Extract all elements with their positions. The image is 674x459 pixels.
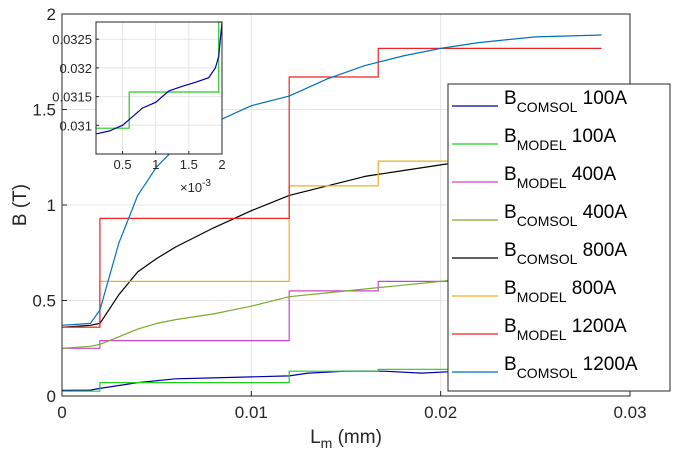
legend-entry-main: B	[504, 126, 517, 147]
legend-entry-tail: 1200A	[577, 354, 638, 375]
legend-entry-tail: 400A	[566, 164, 616, 185]
x-tick-label: 0.01	[235, 403, 268, 422]
x-axis-label-unit: (mm)	[332, 427, 382, 448]
inset-plot-area	[96, 22, 222, 154]
inset-frame	[95, 21, 223, 155]
legend-entry: BMODEL 800A	[504, 278, 616, 305]
legend-entry: BCOMSOL 100A	[504, 88, 627, 115]
legend-entry-tail: 400A	[577, 202, 627, 223]
legend-entry-tail: 100A	[577, 88, 627, 109]
legend-entry-tail: 800A	[577, 240, 627, 261]
legend-entry-main: B	[504, 88, 517, 109]
legend-entry-main: B	[504, 164, 517, 185]
inset-x-exponent: ×10-3	[180, 178, 211, 195]
legend-entry: BMODEL 1200A	[504, 316, 627, 343]
legend-entry: BCOMSOL 400A	[504, 202, 627, 229]
y-tick-label: 0	[47, 387, 56, 406]
y-axis-label: B (T)	[10, 184, 31, 226]
legend-entry-sub: COMSOL	[517, 99, 578, 115]
legend-entry-main: B	[504, 202, 517, 223]
y-tick-label: 0.5	[32, 292, 56, 311]
inset-x-exponent-base: ×10	[180, 180, 202, 195]
legend-entry-tail: 800A	[566, 278, 616, 299]
legend-entry: BCOMSOL 1200A	[504, 354, 638, 381]
inset-x-tick-label: 2	[218, 157, 225, 172]
inset-y-tick-label: 0.032	[59, 61, 92, 76]
inset-axes: 0.5 1 1.5 2 0.031 0.0315 0.032 0.0325 ×10-3	[52, 21, 226, 195]
legend-entry-main: B	[504, 316, 517, 337]
inset-x-tick-label: 0.5	[113, 157, 131, 172]
legend-entry-sub: COMSOL	[517, 365, 578, 381]
legend-entry-sub: MODEL	[517, 327, 567, 343]
legend-entry-main: B	[504, 278, 517, 299]
x-axis-label-main: L	[310, 427, 321, 448]
x-tick-label: 0.02	[424, 403, 457, 422]
x-tick-label: 0	[57, 403, 66, 422]
y-tick-label: 2	[47, 5, 56, 24]
legend-entry: BMODEL 100A	[504, 126, 616, 153]
inset-x-tick-label: 1	[152, 157, 159, 172]
legend-entry-main: B	[504, 354, 517, 375]
legend-entry-sub: MODEL	[517, 137, 567, 153]
inset-y-tick-label: 0.0315	[52, 90, 92, 105]
series-line-model-100a	[62, 368, 602, 392]
legend-entry-sub: MODEL	[517, 289, 567, 305]
legend-entry-tail: 1200A	[566, 316, 627, 337]
main-series	[61, 34, 602, 392]
legend-box	[447, 83, 671, 392]
legend-entry-tail: 100A	[566, 126, 616, 147]
main-ticks: 0 0.01 0.02 0.03 0 0.5 1 1.5 2	[32, 5, 646, 422]
legend-entry: BMODEL 400A	[504, 164, 616, 191]
inset-y-tick-label: 0.031	[59, 118, 92, 133]
inset-x-tick-label: 1.5	[180, 157, 198, 172]
x-tick-label: 0.03	[613, 403, 646, 422]
x-axis-label: Lm (mm)	[310, 427, 382, 451]
y-tick-label: 1	[47, 196, 56, 215]
inset-ticks: 0.5 1 1.5 2 0.031 0.0315 0.032 0.0325	[52, 32, 225, 172]
inset-x-exponent-power: -3	[202, 178, 211, 189]
legend-entry-sub: COMSOL	[517, 251, 578, 267]
series-line-comsol-1200a	[61, 34, 602, 326]
inset-y-tick-label: 0.0325	[52, 32, 92, 47]
y-tick-label: 1.5	[32, 101, 56, 120]
x-axis-label-sub: m	[321, 435, 333, 451]
legend-entry: BCOMSOL 800A	[504, 240, 627, 267]
legend-entry-main: B	[504, 240, 517, 261]
legend-entry-sub: MODEL	[517, 175, 567, 191]
inset-series-line-1	[95, 21, 223, 135]
legend-entry-sub: COMSOL	[517, 213, 578, 229]
series-line-model-400a	[62, 280, 602, 349]
